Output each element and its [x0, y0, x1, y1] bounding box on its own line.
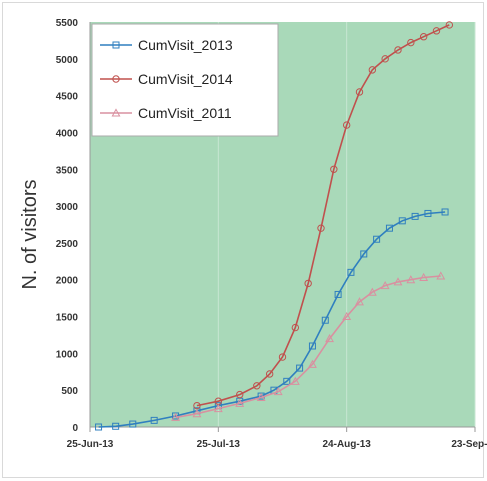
y-tick-label: 5500: [56, 18, 79, 29]
data-point: [398, 217, 406, 225]
legend-label: CumVisit_2014: [138, 71, 233, 87]
legend-marker: [112, 41, 120, 49]
series-line-cumvisit-2011: [175, 275, 441, 419]
data-point: [393, 277, 403, 286]
series-line-cumvisit-2013: [98, 211, 446, 428]
x-tick-label: 24-Aug-13: [322, 439, 371, 450]
y-tick-label: 2500: [56, 239, 79, 250]
legend-marker: [111, 108, 121, 117]
x-axis-ticks: 25-Jun-13 25-Jul-13 24-Aug-13 23-Sep-13: [67, 427, 487, 450]
data-point: [445, 21, 454, 29]
legend-item: CumVisit_2013: [100, 37, 233, 53]
data-point: [192, 409, 202, 418]
data-point: [290, 376, 300, 385]
y-axis-label: N. of visitors: [19, 179, 41, 289]
data-point: [321, 316, 329, 324]
y-tick-label: 3000: [56, 202, 79, 213]
legend-label: CumVisit_2011: [138, 105, 232, 121]
data-point: [342, 121, 351, 129]
data-point: [308, 359, 317, 368]
data-point: [347, 268, 355, 276]
data-point: [355, 297, 364, 306]
legend-marker: [112, 75, 120, 83]
legend-box: [91, 23, 279, 137]
data-point: [253, 382, 261, 390]
y-tick-label: 4000: [56, 128, 79, 139]
y-tick-label: 2000: [56, 276, 79, 287]
data-point: [291, 323, 300, 332]
data-point: [424, 209, 432, 217]
legend-item: CumVisit_2011: [100, 105, 232, 121]
x-tick-label: 25-Jun-13: [67, 439, 114, 450]
data-point: [95, 423, 103, 431]
data-point: [441, 208, 449, 216]
data-point: [373, 235, 381, 243]
data-point: [436, 271, 446, 280]
axes: [89, 22, 475, 428]
data-point: [334, 290, 342, 298]
data-point: [213, 403, 223, 413]
data-point: [235, 398, 245, 407]
data-point: [407, 38, 415, 47]
data-point: [380, 280, 390, 290]
data-point: [278, 353, 287, 361]
data-point: [265, 370, 274, 378]
data-point: [325, 333, 334, 343]
y-tick-label: 1500: [56, 313, 79, 324]
series-cumvisit-2014: [193, 21, 454, 410]
data-point: [342, 311, 352, 321]
y-tick-label: 3500: [56, 165, 79, 176]
y-tick-label: 1000: [56, 349, 79, 360]
data-point: [432, 27, 441, 35]
series-cumvisit-2011: [171, 271, 446, 421]
data-point: [273, 387, 283, 396]
y-tick-label: 4500: [56, 92, 79, 103]
data-point: [330, 165, 338, 173]
data-point: [150, 416, 158, 424]
data-point: [304, 279, 312, 288]
y-axis-ticks: 0 500 1000 1500 2000 2500 3000 3500 4000 4500 5000…: [56, 18, 79, 434]
data-point: [236, 390, 244, 399]
data-point: [283, 377, 291, 385]
data-point: [193, 401, 201, 410]
data-point: [419, 33, 428, 41]
data-point: [360, 250, 368, 258]
legend-item: CumVisit_2014: [100, 71, 233, 87]
data-point: [394, 46, 402, 54]
legend-label: CumVisit_2013: [138, 37, 233, 53]
legend: CumVisit_2013 CumVisit_2014 CumVisit_2011: [91, 23, 279, 137]
x-tick-label: 25-Jul-13: [197, 439, 241, 450]
data-point: [355, 88, 364, 96]
y-tick-label: 5000: [56, 55, 79, 66]
data-point: [256, 392, 266, 402]
data-point: [112, 422, 120, 430]
y-tick-label: 500: [61, 386, 78, 397]
data-point: [367, 287, 377, 296]
data-point: [129, 420, 137, 428]
series-cumvisit-2013: [95, 208, 449, 431]
data-point: [317, 224, 325, 232]
data-point: [308, 342, 316, 350]
y-tick-label: 0: [72, 423, 78, 434]
series-layer: [95, 21, 454, 431]
series-line-cumvisit-2014: [196, 24, 450, 407]
data-point: [419, 272, 429, 282]
data-point: [296, 364, 304, 372]
data-point: [385, 224, 393, 232]
data-point: [171, 412, 180, 421]
x-tick-label: 23-Sep-13: [451, 439, 487, 450]
data-point: [368, 66, 377, 74]
data-point: [406, 275, 416, 284]
data-point: [381, 55, 389, 63]
data-point: [411, 212, 419, 220]
